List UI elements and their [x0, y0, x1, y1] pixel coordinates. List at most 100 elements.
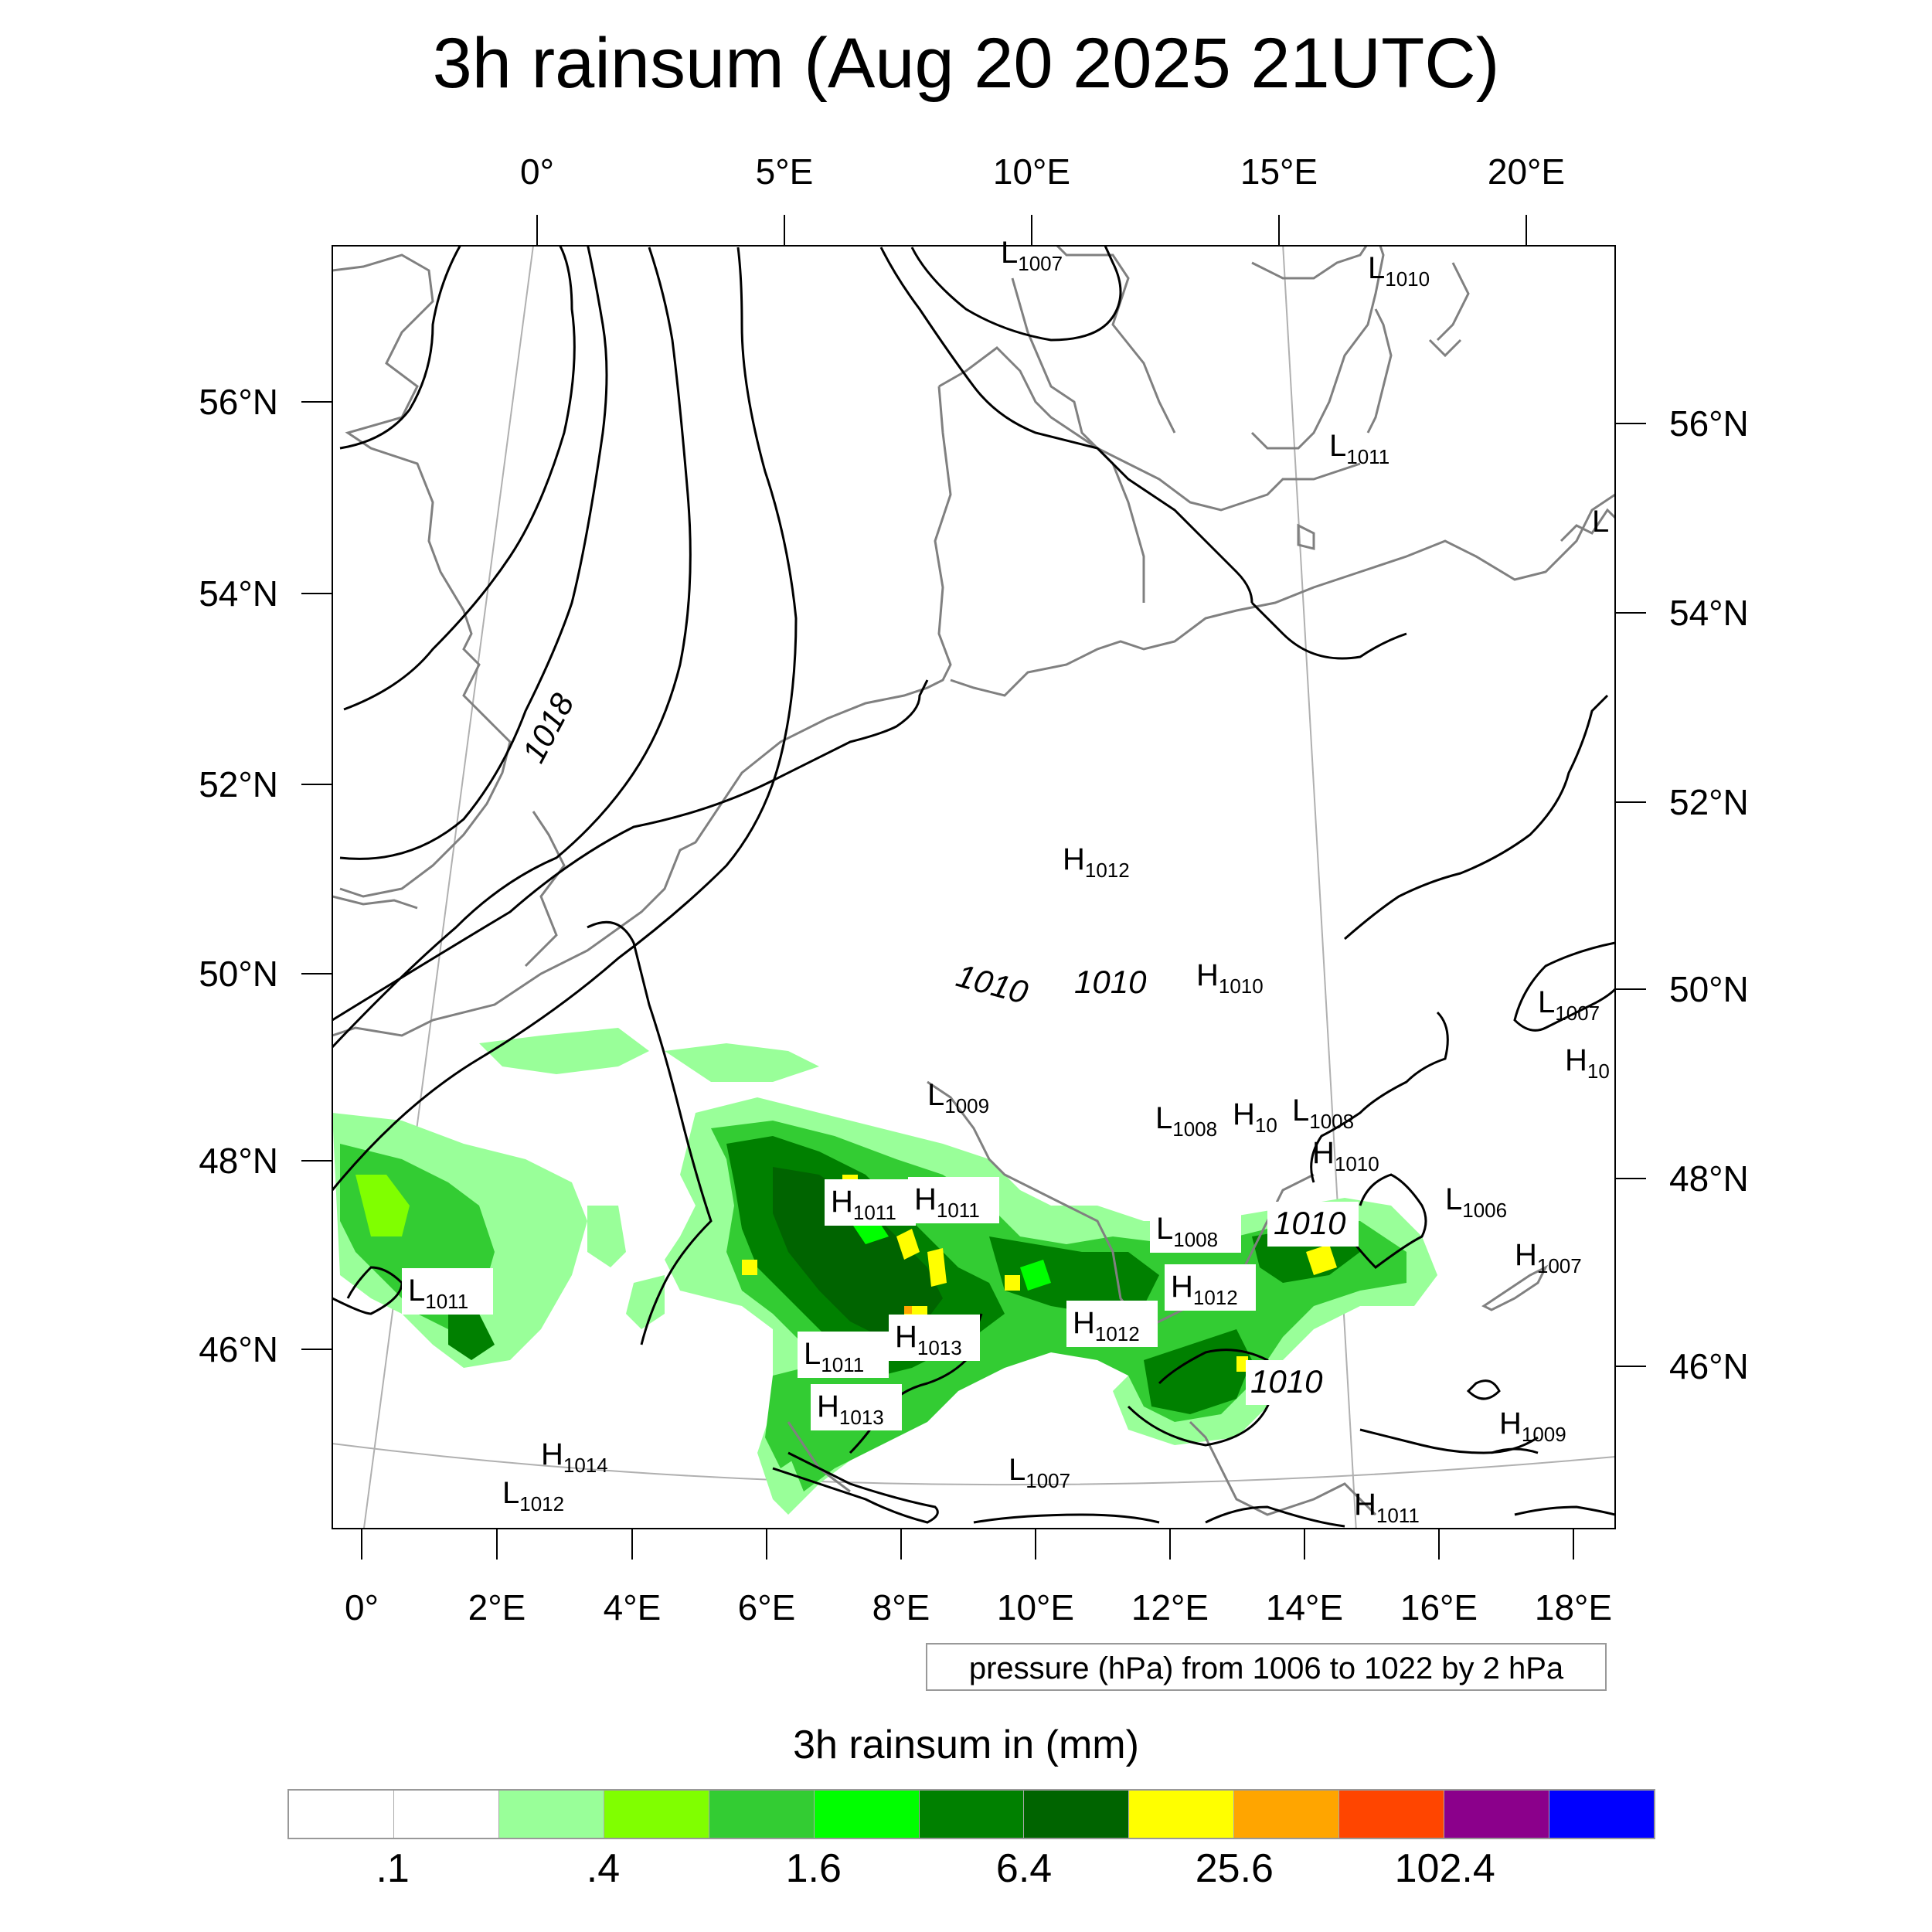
pressure-centre-letter: L — [1292, 1094, 1309, 1128]
high-pressure-label: H1010 — [1196, 958, 1264, 998]
left-lat-label: 56°N — [199, 382, 278, 422]
high-pressure-label: H1012 — [1063, 842, 1130, 882]
pressure-centre-letter: H — [1073, 1306, 1095, 1340]
colorbar-swatch — [919, 1791, 1025, 1838]
pressure-centre-letter: H — [1499, 1406, 1522, 1440]
pressure-centre-value: 1012 — [1085, 859, 1130, 882]
pressure-centre-letter: H — [1233, 1097, 1255, 1131]
low-pressure-label: L1012 — [502, 1476, 564, 1515]
pressure-centre-letter: L — [408, 1274, 425, 1308]
isobar-label: 1010 — [953, 957, 1032, 1011]
svg-text:L1011: L1011 — [1329, 429, 1389, 468]
pressure-centre-value: 1010 — [1219, 975, 1264, 998]
high-pressure-label: H1009 — [1499, 1406, 1566, 1446]
high-pressure-label: H1011 — [825, 1179, 916, 1226]
isobar-label: 1010 — [1274, 1205, 1346, 1241]
svg-text:H1009: H1009 — [1499, 1406, 1566, 1446]
high-pressure-label: H1010 — [1312, 1136, 1379, 1175]
pressure-centre-value: 1009 — [1522, 1423, 1566, 1446]
pressure-centre-value: 1007 — [1555, 1002, 1600, 1025]
pressure-centre-value: 1006 — [1462, 1199, 1507, 1222]
pressure-centre-letter: L — [502, 1476, 519, 1510]
rainfall-field — [332, 1028, 1437, 1515]
bottom-lon-label: 2°E — [468, 1587, 526, 1628]
top-lon-label: 15°E — [1240, 151, 1318, 192]
colorbar-label: 1.6 — [785, 1846, 842, 1891]
rain-patch — [626, 1275, 665, 1329]
left-latitude-labels: 56°N 54°N 52°N 50°N 48°N 46°N — [199, 382, 278, 1369]
svg-text:H1012: H1012 — [1171, 1270, 1238, 1309]
pressure-centre-value: 1009 — [944, 1094, 989, 1117]
svg-text:L1011: L1011 — [804, 1337, 864, 1376]
pressure-centre-value: 1011 — [1376, 1504, 1420, 1527]
low-pressure-label: L1008 — [1155, 1101, 1217, 1141]
pressure-centre-letter: L — [1329, 429, 1346, 463]
colorbar-swatch — [604, 1791, 709, 1838]
colorbar-label: .1 — [376, 1846, 410, 1891]
right-latitude-labels: 56°N 54°N 52°N 50°N 48°N 46°N — [1669, 403, 1749, 1386]
pressure-centre-value: 1007 — [1018, 252, 1063, 275]
pressure-centre-letter: L — [1538, 985, 1555, 1019]
pressure-centre-letter: L — [1155, 1101, 1172, 1135]
pressure-centre-letter: L — [804, 1337, 821, 1371]
low-pressure-label: L1011 — [798, 1332, 889, 1378]
rain-patch — [896, 1229, 920, 1260]
pressure-centre-value: 1011 — [937, 1199, 980, 1222]
bottom-lon-label: 8°E — [872, 1587, 930, 1628]
colorbar-swatch — [709, 1791, 815, 1838]
high-pressure-label: H10 — [1233, 1097, 1277, 1137]
pressure-centre-letter: L — [1592, 505, 1609, 539]
pressure-centre-letter: H — [895, 1320, 917, 1354]
svg-text:H1013: H1013 — [817, 1389, 884, 1429]
colorbar — [287, 1789, 1655, 1839]
pressure-centre-value: 1008 — [1173, 1228, 1218, 1251]
pressure-centre-letter: H — [1515, 1238, 1537, 1272]
pressure-centre-value: 1013 — [839, 1406, 884, 1429]
svg-text:L1011: L1011 — [408, 1274, 468, 1313]
pressure-centre-value: 1013 — [917, 1336, 962, 1359]
pressure-centre-letter: H — [831, 1185, 853, 1219]
low-pressure-label: L1007 — [1001, 236, 1063, 275]
pressure-centre-letter: L — [1156, 1212, 1173, 1246]
svg-text:H1013: H1013 — [895, 1320, 962, 1359]
colorbar-label: .4 — [586, 1846, 621, 1891]
svg-text:L1008: L1008 — [1155, 1101, 1217, 1141]
pressure-centre-letter: L — [1001, 236, 1018, 270]
low-pressure-label: L1008 — [1150, 1206, 1241, 1253]
high-pressure-label: H1011 — [1354, 1488, 1420, 1527]
pressure-centre-letter: H — [914, 1182, 937, 1216]
rain-patch — [1236, 1356, 1248, 1372]
high-pressure-label: H1014 — [541, 1437, 608, 1477]
right-lat-label: 46°N — [1669, 1346, 1749, 1386]
pressure-centre-value: 1014 — [563, 1454, 608, 1477]
pressure-centre-letter: H — [1196, 958, 1219, 992]
colorbar-swatch — [1549, 1791, 1654, 1838]
low-pressure-label: L1008 — [1292, 1094, 1354, 1133]
colorbar-swatch — [1444, 1791, 1550, 1838]
low-pressure-label: L1007 — [1009, 1453, 1070, 1492]
pressure-centre-value: 1011 — [1346, 445, 1389, 468]
pressure-centre-value: 1012 — [1095, 1322, 1140, 1345]
svg-text:L1007: L1007 — [1001, 236, 1063, 275]
pressure-centre-value: 10 — [1255, 1114, 1277, 1137]
pressure-centre-value: 1011 — [853, 1201, 896, 1224]
bottom-lon-label: 12°E — [1131, 1587, 1209, 1628]
right-lat-label: 52°N — [1669, 782, 1749, 822]
bottom-lon-label: 0° — [345, 1587, 379, 1628]
high-pressure-label: H10 — [1565, 1043, 1610, 1083]
pressure-centre-letter: L — [1009, 1453, 1026, 1487]
isobar-label: 1010 — [1250, 1363, 1323, 1400]
pressure-centre-value: 10 — [1587, 1060, 1610, 1083]
svg-text:L1012: L1012 — [502, 1476, 564, 1515]
colorbar-labels: .1 .4 1.6 6.4 25.6 102.4 — [287, 1845, 1655, 1900]
rain-patch — [904, 1306, 912, 1314]
svg-text:L1007: L1007 — [1538, 985, 1600, 1025]
pressure-centre-value: 1007 — [1026, 1469, 1070, 1492]
svg-text:L1008: L1008 — [1292, 1094, 1354, 1133]
pressure-centre-letter: H — [1063, 842, 1085, 876]
top-longitude-labels: 0° 5°E 10°E 15°E 20°E — [520, 151, 1565, 192]
bottom-lon-label: 16°E — [1400, 1587, 1478, 1628]
low-pressure-label: L — [1592, 505, 1609, 539]
